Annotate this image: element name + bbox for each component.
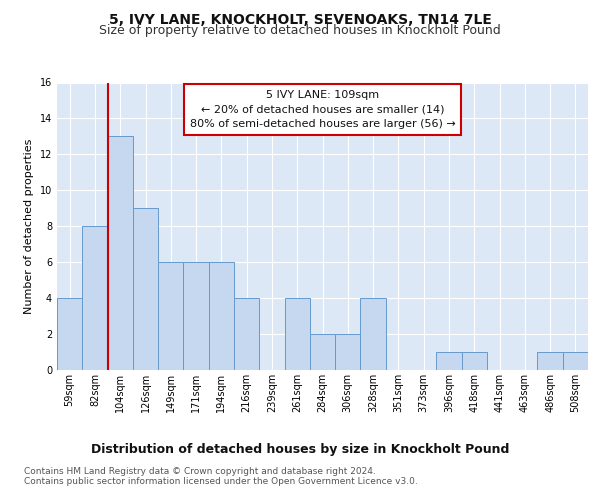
Y-axis label: Number of detached properties: Number of detached properties (24, 138, 34, 314)
Bar (158, 262, 184, 370)
Bar (107, 136, 133, 370)
Text: 5 IVY LANE: 109sqm
← 20% of detached houses are smaller (14)
80% of semi-detache: 5 IVY LANE: 109sqm ← 20% of detached hou… (190, 90, 455, 130)
Bar (184, 262, 209, 370)
Bar (82, 226, 107, 370)
Bar (538, 352, 563, 370)
Bar (234, 298, 259, 370)
Bar (461, 352, 487, 370)
Bar (209, 262, 234, 370)
Bar (57, 298, 82, 370)
Bar (284, 298, 310, 370)
Text: 5, IVY LANE, KNOCKHOLT, SEVENOAKS, TN14 7LE: 5, IVY LANE, KNOCKHOLT, SEVENOAKS, TN14 … (109, 12, 491, 26)
Text: Size of property relative to detached houses in Knockholt Pound: Size of property relative to detached ho… (99, 24, 501, 37)
Text: Contains public sector information licensed under the Open Government Licence v3: Contains public sector information licen… (24, 477, 418, 486)
Text: Contains HM Land Registry data © Crown copyright and database right 2024.: Contains HM Land Registry data © Crown c… (24, 468, 376, 476)
Bar (335, 334, 361, 370)
Bar (310, 334, 335, 370)
Text: Distribution of detached houses by size in Knockholt Pound: Distribution of detached houses by size … (91, 442, 509, 456)
Bar (563, 352, 588, 370)
Bar (133, 208, 158, 370)
Bar (436, 352, 461, 370)
Bar (361, 298, 386, 370)
